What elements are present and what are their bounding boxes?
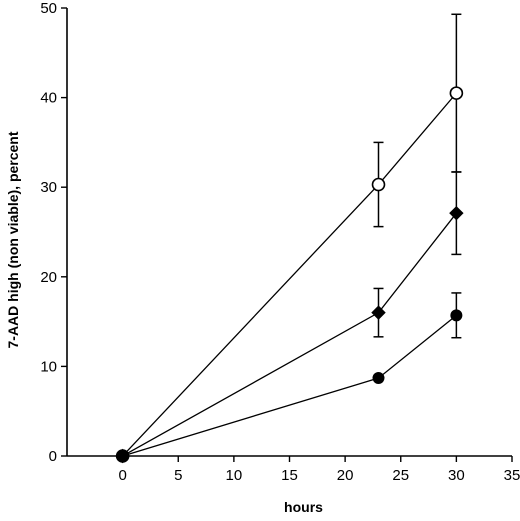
series-lines xyxy=(122,92,457,457)
y-ticks: 0 10 20 30 40 50 xyxy=(40,0,67,465)
x-tick-label: 10 xyxy=(226,467,243,484)
y-tick-label: 20 xyxy=(40,269,57,286)
series-line-1 xyxy=(122,92,457,457)
y-tick-label: 40 xyxy=(40,90,57,107)
x-tick-label: 30 xyxy=(448,467,465,484)
y-axis-label: 7-AAD high (non viable), percent xyxy=(5,131,21,348)
error-bars xyxy=(373,13,462,339)
axes xyxy=(66,8,512,457)
x-tick-label: 25 xyxy=(392,467,409,484)
y-tick-label: 50 xyxy=(40,0,57,17)
series-line-3 xyxy=(122,314,457,457)
y-tick-label: 10 xyxy=(40,358,57,375)
x-tick-label: 35 xyxy=(504,467,520,484)
x-ticks: 0 5 10 15 20 25 30 35 xyxy=(118,456,520,484)
data-point-filled-diamond xyxy=(371,305,386,320)
x-tick-label: 15 xyxy=(281,467,298,484)
y-tick-label: 30 xyxy=(40,179,57,196)
data-point-open-circle xyxy=(371,177,386,192)
markers xyxy=(115,86,464,464)
data-point-open-circle xyxy=(449,86,464,100)
data-point-filled-diamond xyxy=(449,205,464,221)
data-point-filled-circle xyxy=(116,450,129,462)
x-axis-label: hours xyxy=(284,499,323,515)
x-tick-label: 20 xyxy=(337,467,354,484)
series-line-2 xyxy=(122,212,457,457)
y-tick-label: 0 xyxy=(49,448,57,465)
x-tick-label: 0 xyxy=(118,467,126,484)
data-point-filled-circle xyxy=(372,372,385,385)
data-point-filled-circle xyxy=(450,309,463,322)
x-tick-label: 5 xyxy=(174,467,182,484)
